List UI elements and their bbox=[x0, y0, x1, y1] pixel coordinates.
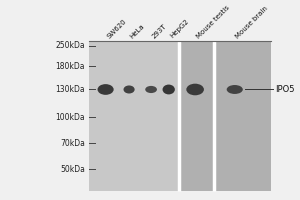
Ellipse shape bbox=[186, 84, 204, 95]
Text: SW620: SW620 bbox=[106, 18, 127, 39]
Ellipse shape bbox=[124, 85, 135, 94]
Bar bbox=[179, 41, 214, 191]
Ellipse shape bbox=[98, 84, 114, 95]
Bar bbox=[214, 41, 272, 191]
Ellipse shape bbox=[163, 85, 175, 94]
Text: IPO5: IPO5 bbox=[275, 85, 295, 94]
Text: 250kDa: 250kDa bbox=[56, 41, 85, 50]
Text: 130kDa: 130kDa bbox=[56, 85, 85, 94]
Text: Mouse brain: Mouse brain bbox=[235, 5, 269, 39]
Text: Mouse testis: Mouse testis bbox=[195, 4, 230, 39]
Ellipse shape bbox=[227, 85, 243, 94]
Text: HeLa: HeLa bbox=[129, 23, 146, 39]
Text: 70kDa: 70kDa bbox=[60, 139, 85, 148]
Text: 180kDa: 180kDa bbox=[56, 62, 85, 71]
Ellipse shape bbox=[145, 86, 157, 93]
Bar bbox=[89, 41, 179, 191]
Text: 50kDa: 50kDa bbox=[60, 165, 85, 174]
Text: 293T: 293T bbox=[151, 23, 168, 39]
Text: 100kDa: 100kDa bbox=[56, 113, 85, 122]
Text: HepG2: HepG2 bbox=[169, 18, 190, 39]
